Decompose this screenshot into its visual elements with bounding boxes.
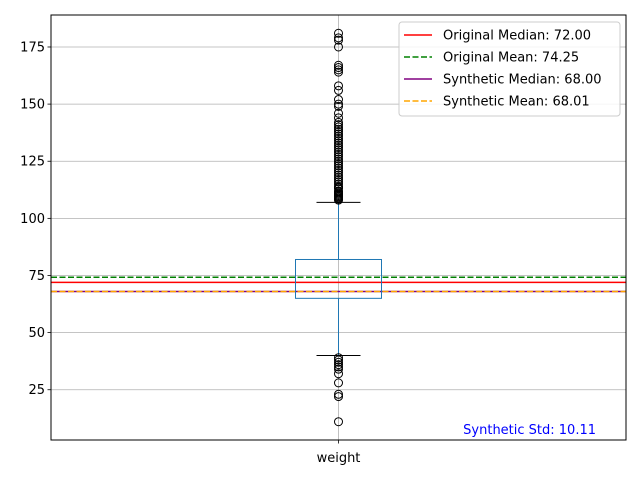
outlier-point	[334, 161, 343, 171]
outlier-point	[334, 159, 343, 169]
outlier-point	[334, 143, 343, 153]
outlier-point	[334, 417, 343, 427]
outlier-point	[334, 113, 343, 123]
outlier-point	[334, 360, 343, 370]
outliers	[334, 28, 343, 427]
legend-label: Synthetic Median: 68.00	[443, 73, 602, 88]
outlier-point	[334, 172, 343, 182]
outlier-point	[334, 99, 343, 109]
legend: Original Median: 72.00 Original Mean: 74.…	[398, 21, 621, 117]
outlier-point	[334, 127, 343, 137]
outlier-point	[334, 138, 343, 148]
legend-label: Original Median: 72.00	[443, 29, 591, 44]
outlier-point	[334, 136, 343, 146]
outlier-point	[334, 147, 343, 157]
outlier-point	[334, 152, 343, 162]
outlier-point	[334, 392, 343, 402]
outlier-point	[334, 175, 343, 185]
outlier-point	[334, 163, 343, 173]
outlier-point	[334, 108, 343, 118]
outlier-point	[334, 362, 343, 372]
outlier-point	[334, 81, 343, 91]
legend-label: Synthetic Mean: 68.01	[443, 95, 590, 110]
y-tick-label: 175	[20, 40, 45, 55]
y-tick-label: 150	[20, 98, 45, 113]
outlier-point	[334, 67, 343, 77]
outlier-point	[334, 378, 343, 388]
outlier-point	[334, 145, 343, 155]
reference-lines	[51, 276, 626, 293]
outlier-point	[334, 181, 343, 191]
x-axis: weight	[317, 440, 361, 466]
outlier-point	[334, 101, 343, 111]
y-tick-label: 100	[20, 212, 45, 227]
outlier-point	[334, 65, 343, 75]
y-tick-label: 25	[28, 383, 45, 398]
y-tick-label: 50	[28, 326, 45, 341]
outlier-point	[334, 33, 343, 43]
outlier-point	[334, 364, 343, 374]
outlier-point	[334, 165, 343, 175]
outlier-point	[334, 177, 343, 187]
outlier-point	[334, 85, 343, 95]
outlier-point	[334, 124, 343, 134]
grid-lines	[51, 15, 626, 440]
outlier-point	[334, 353, 343, 363]
outlier-point	[334, 369, 343, 379]
outlier-point	[334, 149, 343, 159]
outlier-point	[334, 28, 343, 38]
outlier-point	[334, 186, 343, 196]
iqr-box	[295, 258, 382, 299]
outlier-point	[334, 133, 343, 143]
outlier-point	[334, 42, 343, 52]
outlier-point	[334, 389, 343, 399]
outlier-point	[334, 129, 343, 139]
outlier-point	[334, 117, 343, 127]
outlier-point	[334, 355, 343, 365]
outlier-point	[334, 63, 343, 73]
y-tick-label: 75	[28, 269, 45, 284]
outlier-point	[334, 140, 343, 150]
outlier-point	[334, 95, 343, 105]
outlier-point	[334, 179, 343, 189]
x-tick-label: weight	[317, 451, 361, 466]
outlier-point	[334, 122, 343, 132]
outlier-point	[334, 156, 343, 166]
y-axis: 25 50 75 100 125 150 175	[20, 40, 51, 398]
outlier-point	[334, 131, 343, 141]
legend-frame	[398, 21, 621, 117]
outlier-point	[334, 120, 343, 130]
outlier-point	[334, 35, 343, 45]
outlier-point	[334, 154, 343, 164]
box-group	[295, 201, 382, 356]
outlier-point	[334, 170, 343, 180]
outlier-point	[334, 60, 343, 70]
outlier-point	[334, 168, 343, 178]
legend-label: Original Mean: 74.25	[443, 51, 579, 66]
y-tick-label: 125	[20, 155, 45, 170]
synthetic-std-annotation: Synthetic Std: 10.11	[463, 423, 596, 438]
outlier-point	[334, 357, 343, 367]
